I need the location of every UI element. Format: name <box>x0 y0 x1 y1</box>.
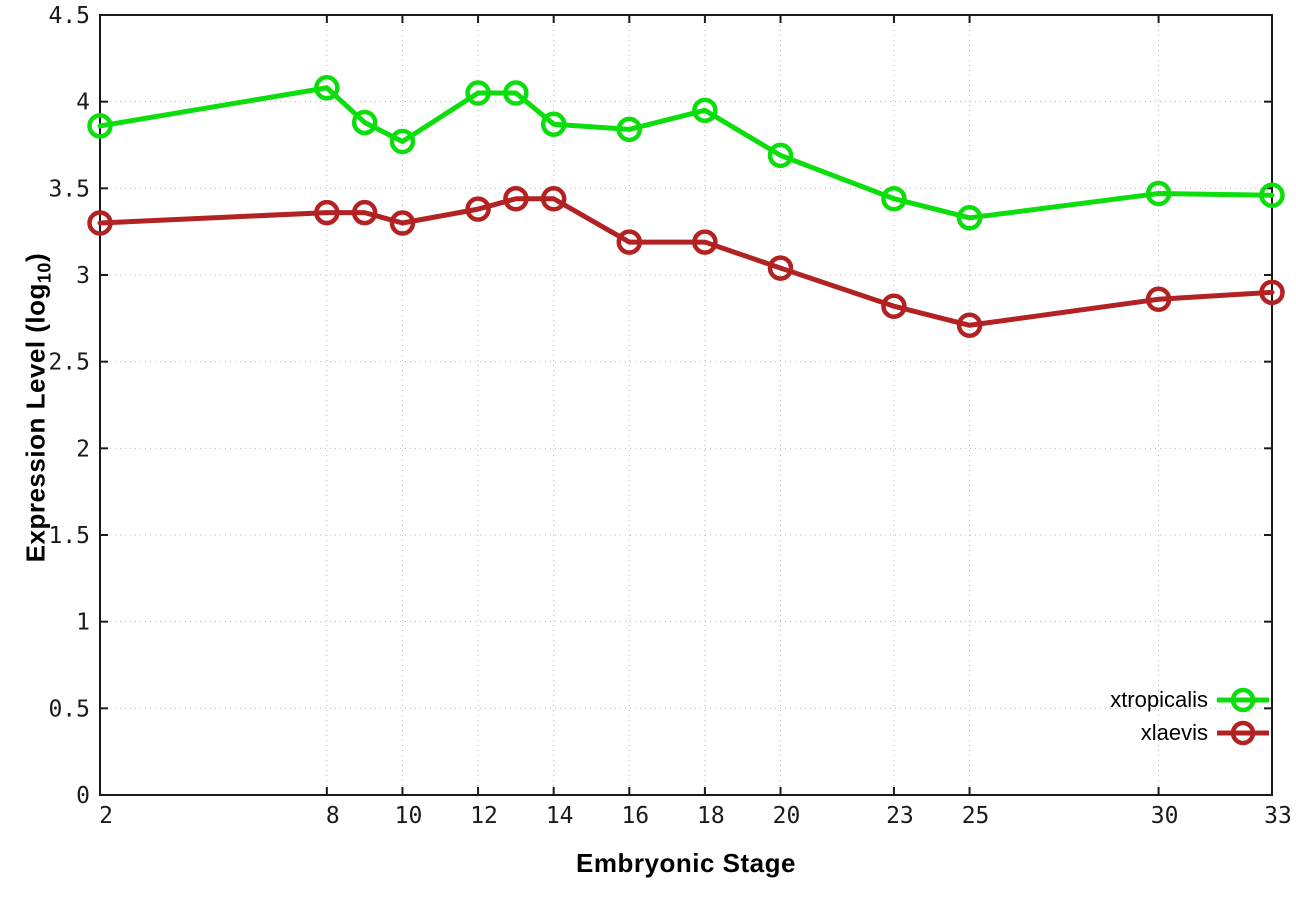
data-point-xlaevis <box>616 229 643 255</box>
tick-labels: 0 0.5 1 1.5 2 2.5 3 3.5 4 4.5 2 8 10 12 14 16 18 20 23 25 30… <box>48 3 1291 829</box>
y-tick-label: 4.5 <box>48 3 90 29</box>
y-tick-label: 4 <box>76 90 90 116</box>
series-xtropicalis <box>87 75 1285 231</box>
x-tick-label: 18 <box>697 803 725 829</box>
data-point-xlaevis <box>956 312 983 339</box>
data-point-xtropicalis <box>351 109 378 136</box>
x-tick-label: 20 <box>773 803 801 829</box>
data-point-xlaevis <box>692 229 718 255</box>
y-axis-label-prefix: Expression Level (log <box>20 283 51 563</box>
y-axis-label-suffix: ) <box>20 252 51 263</box>
data-point-xtropicalis <box>389 128 416 155</box>
data-point-xtropicalis <box>692 97 718 124</box>
y-axis-label-subscript: 10 <box>34 262 55 284</box>
series-line-xtropicalis <box>97 85 1275 221</box>
x-tick-label: 33 <box>1264 803 1292 829</box>
x-tick-label: 30 <box>1151 803 1179 829</box>
data-point-xtropicalis <box>767 142 794 169</box>
y-axis-label: Expression Level (log10) <box>20 208 55 608</box>
legend-marker-xlaevis-icon <box>1217 720 1269 745</box>
y-tick-label: 1.5 <box>48 523 90 549</box>
legend-item-xtropicalis: xtropicalis <box>1110 683 1270 716</box>
data-point-xtropicalis <box>1145 180 1172 207</box>
legend-sample-marker <box>1230 687 1256 712</box>
legend-marker-xtropicalis-icon <box>1217 687 1269 712</box>
x-axis-label: Embryonic Stage <box>576 848 796 878</box>
data-point-xtropicalis <box>87 113 113 139</box>
data-point-xlaevis <box>87 210 113 236</box>
legend-item-xlaevis: xlaevis <box>1110 716 1270 749</box>
y-tick-label: 0 <box>76 783 90 809</box>
series-xlaevis <box>87 185 1285 339</box>
series-line-xlaevis <box>97 196 1275 328</box>
data-point-xlaevis <box>1259 279 1285 306</box>
data-point-xtropicalis <box>503 80 529 106</box>
x-tick-label: 2 <box>99 803 113 829</box>
x-tick-label: 12 <box>470 803 498 829</box>
data-point-xlaevis <box>881 293 907 319</box>
data-point-xlaevis <box>1145 286 1172 313</box>
data-point-xlaevis <box>767 255 794 281</box>
data-point-xlaevis <box>465 196 491 222</box>
x-tick-label: 25 <box>962 803 990 829</box>
plot-border <box>99 14 1273 796</box>
y-tick-label: 3.5 <box>48 176 90 202</box>
data-point-xtropicalis <box>314 75 340 101</box>
data-point-xtropicalis <box>956 205 983 231</box>
data-point-xtropicalis <box>465 80 491 106</box>
x-tick-label: 23 <box>886 803 914 829</box>
data-point-xtropicalis <box>540 111 567 137</box>
tick-marks <box>99 14 1273 796</box>
data-point-xtropicalis <box>1259 182 1285 209</box>
y-tick-label: 2.5 <box>48 350 90 376</box>
data-point-xlaevis <box>503 185 529 212</box>
data-point-xlaevis <box>540 185 567 212</box>
x-tick-label: 14 <box>546 803 574 829</box>
y-tick-label: 1 <box>76 610 90 636</box>
legend-sample-marker <box>1230 720 1256 745</box>
legend-label-xtropicalis: xtropicalis <box>1110 686 1208 712</box>
legend-label-xlaevis: xlaevis <box>1140 719 1208 745</box>
data-point-xtropicalis <box>616 116 643 143</box>
gridlines <box>100 15 1272 795</box>
data-point-xtropicalis <box>881 185 907 212</box>
x-tick-label: 8 <box>326 803 340 829</box>
y-tick-label: 0.5 <box>48 696 90 722</box>
x-tick-label: 16 <box>621 803 649 829</box>
data-point-xlaevis <box>314 199 340 226</box>
x-tick-label: 10 <box>395 803 423 829</box>
data-point-xlaevis <box>389 210 416 236</box>
data-point-xlaevis <box>351 199 378 226</box>
y-tick-label: 3 <box>76 263 90 289</box>
y-tick-label: 2 <box>76 436 90 462</box>
legend: xtropicalis xlaevis <box>1110 683 1270 749</box>
